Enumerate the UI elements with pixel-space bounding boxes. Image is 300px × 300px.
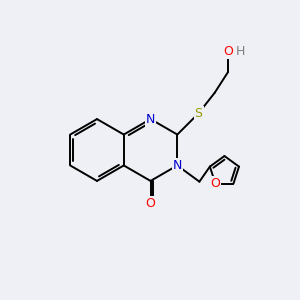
Text: S: S <box>194 107 202 120</box>
Text: O: O <box>146 197 155 210</box>
Text: N: N <box>146 112 155 126</box>
Text: N: N <box>172 159 182 172</box>
Text: O: O <box>223 45 233 58</box>
Text: H: H <box>236 45 245 58</box>
Text: O: O <box>211 177 220 190</box>
